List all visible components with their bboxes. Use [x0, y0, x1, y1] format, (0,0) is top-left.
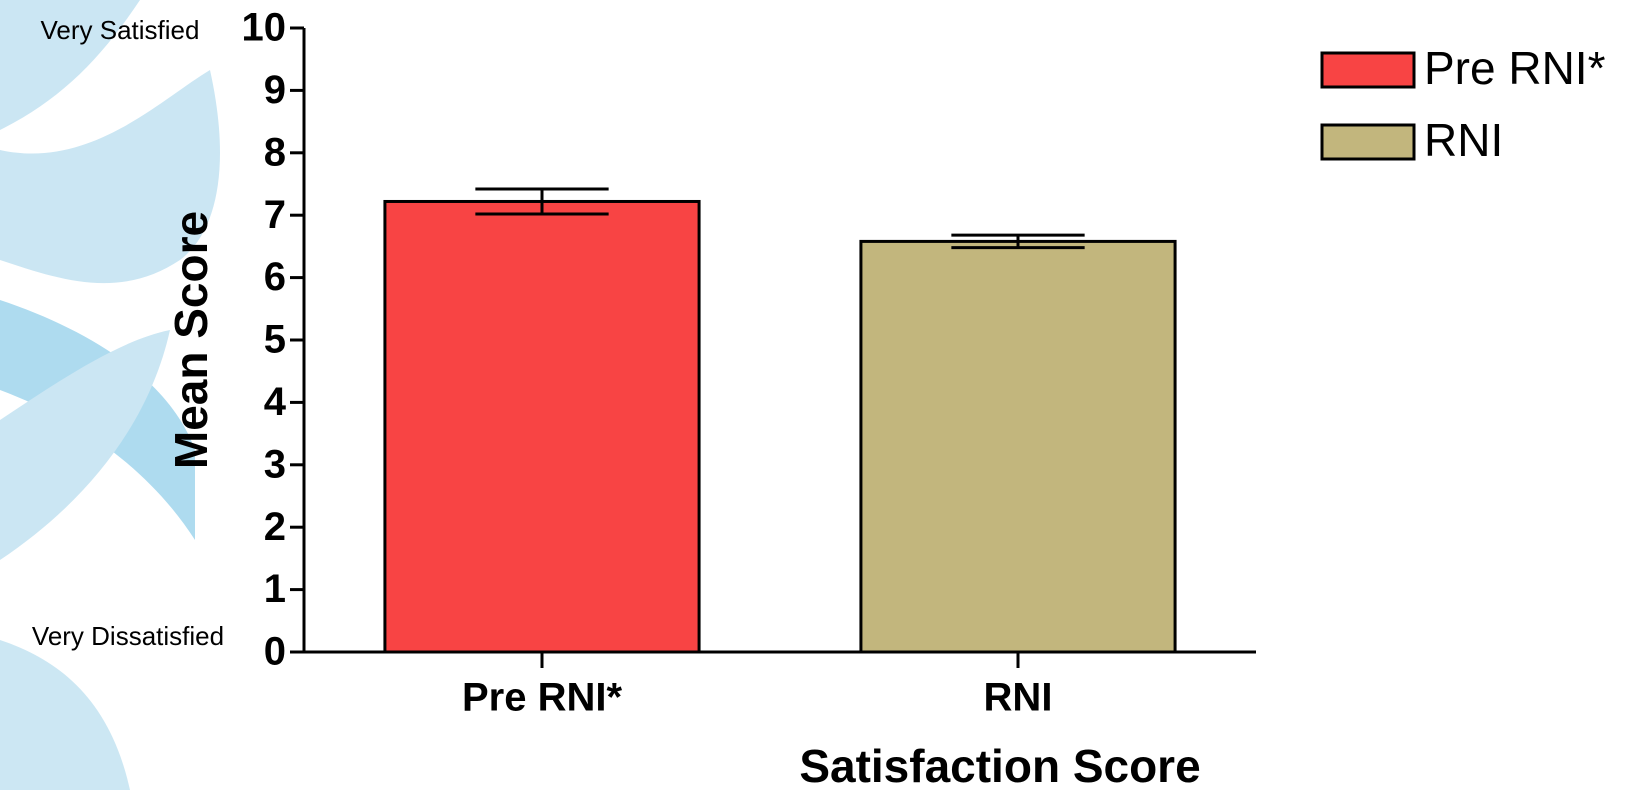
x-axis-label: Satisfaction Score — [799, 740, 1200, 790]
legend-label: Pre RNI* — [1424, 42, 1606, 94]
y-tick-label: 10 — [242, 6, 287, 50]
legend-swatch — [1322, 53, 1414, 87]
y-tick-label: 2 — [264, 505, 286, 549]
y-axis-label: Mean Score — [165, 211, 217, 469]
x-tick-label: RNI — [984, 676, 1053, 720]
annotation: Very Dissatisfied — [32, 621, 224, 651]
bar — [861, 241, 1175, 652]
y-tick-label: 8 — [264, 130, 286, 174]
y-tick-label: 3 — [264, 442, 286, 486]
y-tick-label: 0 — [264, 630, 286, 674]
chart: Satisfaction Score Mean Score 0 1 2 3 4 5 6 7 8 9… — [0, 0, 1635, 790]
bar — [385, 201, 699, 652]
page: Satisfaction Score Mean Score 0 1 2 3 4 5 6 7 8 9… — [0, 0, 1635, 790]
legend-swatch — [1322, 125, 1414, 159]
y-tick-label: 7 — [264, 193, 286, 237]
y-tick-label: 5 — [264, 318, 286, 362]
legend-label: RNI — [1424, 114, 1503, 166]
y-tick-label: 6 — [264, 255, 286, 299]
y-tick-label: 4 — [264, 380, 287, 424]
annotation: Very Satisfied — [41, 15, 200, 45]
y-tick-label: 9 — [264, 68, 286, 112]
x-tick-label: Pre RNI* — [462, 676, 622, 720]
y-tick-label: 1 — [264, 567, 286, 611]
